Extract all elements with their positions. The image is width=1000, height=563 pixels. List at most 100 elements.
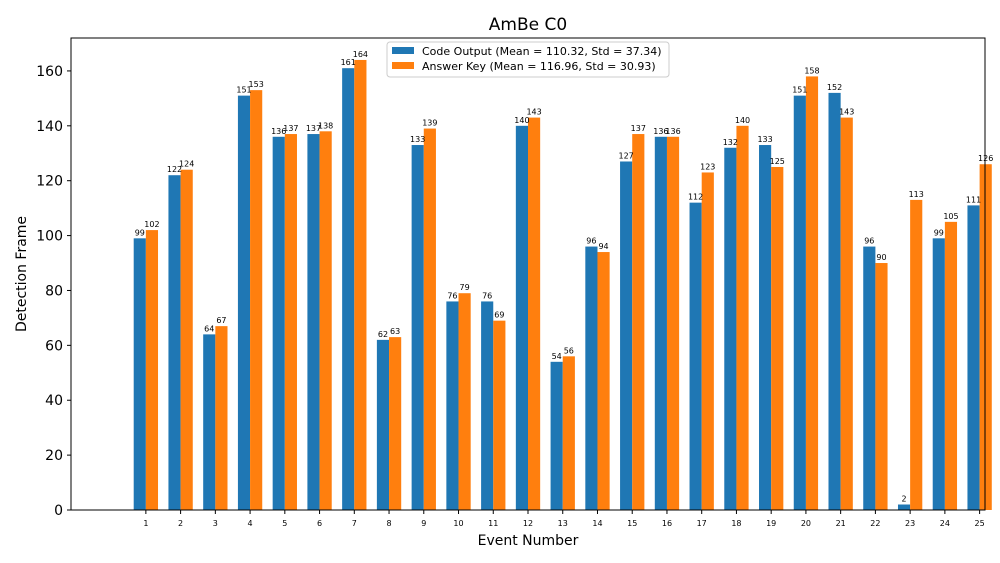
x-axis-label: Event Number [478, 533, 579, 549]
value-label: 136 [271, 127, 286, 136]
bar-answer-key-15 [632, 134, 645, 510]
x-tick-label: 2 [178, 519, 183, 528]
y-tick-label: 140 [36, 119, 63, 135]
y-tick-label: 60 [45, 338, 63, 354]
bar-answer-key-21 [840, 117, 853, 511]
x-tick-label: 5 [282, 519, 287, 528]
x-tick-label: 21 [836, 519, 846, 528]
bar-answer-key-24 [944, 221, 958, 510]
x-tick-label: 11 [488, 519, 498, 528]
value-label: 54 [552, 352, 562, 361]
bar-answer-key-2 [180, 169, 193, 510]
value-label: 126 [978, 154, 993, 163]
value-label: 137 [306, 124, 321, 133]
value-label: 76 [482, 291, 492, 300]
bar-answer-key-7 [354, 59, 367, 510]
bar-answer-key-25 [979, 164, 992, 511]
x-tick-label: 24 [940, 519, 950, 528]
bar-code-output-19 [759, 145, 772, 510]
bar-answer-key-1 [145, 230, 159, 510]
value-label: 124 [179, 160, 194, 169]
x-tick-label: 4 [248, 519, 253, 528]
value-label: 152 [827, 83, 842, 92]
legend-swatch-answer-key [392, 62, 414, 69]
x-tick-label: 15 [627, 519, 637, 528]
bar-answer-key-3 [215, 326, 228, 510]
x-tick-label: 9 [421, 519, 426, 528]
value-label: 102 [144, 220, 159, 229]
bar-code-output-15 [620, 161, 633, 510]
bar-answer-key-23 [910, 199, 923, 510]
legend-label-code-output: Code Output (Mean = 110.32, Std = 37.34) [422, 45, 662, 58]
value-label: 138 [318, 121, 333, 130]
bar-answer-key-22 [875, 263, 888, 510]
value-label: 79 [460, 283, 470, 292]
x-tick-label: 3 [213, 519, 218, 528]
bar-answer-key-8 [389, 337, 402, 510]
x-tick-label: 1 [143, 519, 148, 528]
value-label: 62 [378, 330, 388, 339]
bar-code-output-8 [376, 339, 390, 510]
value-label: 139 [422, 119, 437, 128]
y-tick-label: 40 [45, 393, 63, 409]
value-label: 96 [586, 237, 596, 246]
value-label: 90 [876, 253, 886, 262]
bar-answer-key-6 [319, 131, 332, 511]
value-label: 99 [135, 228, 145, 237]
value-label: 151 [792, 86, 807, 95]
value-label: 123 [700, 162, 715, 171]
legend-swatch-code-output [392, 47, 414, 54]
value-label: 133 [410, 135, 425, 144]
x-tick-label: 13 [558, 519, 568, 528]
bar-code-output-6 [307, 134, 320, 510]
x-tick-label: 12 [523, 519, 533, 528]
value-label: 63 [390, 327, 400, 336]
x-tick-label: 23 [905, 519, 915, 528]
bar-code-output-22 [863, 246, 876, 510]
bar-answer-key-20 [805, 76, 819, 510]
y-axis-label: Detection Frame [14, 216, 30, 332]
value-label: 137 [631, 124, 646, 133]
y-tick-label: 80 [45, 283, 63, 299]
bar-answer-key-17 [701, 172, 714, 510]
bar-code-output-23 [897, 504, 911, 510]
value-label: 64 [204, 324, 214, 333]
value-label: 140 [514, 116, 529, 125]
bars-layer [133, 59, 992, 511]
value-label: 76 [447, 291, 457, 300]
x-tick-label: 19 [766, 519, 776, 528]
y-tick-label: 100 [36, 229, 63, 245]
value-label: 164 [353, 50, 368, 59]
value-label: 143 [839, 108, 854, 117]
x-tick-label: 20 [801, 519, 811, 528]
bar-code-output-14 [585, 246, 598, 510]
bar-answer-key-14 [597, 252, 610, 510]
bar-answer-key-19 [771, 166, 784, 510]
x-tick-label: 25 [975, 519, 985, 528]
value-label: 67 [216, 316, 226, 325]
bar-code-output-5 [272, 136, 285, 510]
bar-answer-key-4 [250, 90, 263, 511]
bar-code-output-17 [689, 202, 702, 510]
legend-label-answer-key: Answer Key (Mean = 116.96, Std = 30.93) [422, 60, 656, 73]
value-label: 133 [757, 135, 772, 144]
bar-code-output-4 [237, 95, 251, 511]
value-label: 127 [618, 151, 633, 160]
legend-box [386, 41, 670, 78]
bar-code-output-20 [793, 95, 806, 511]
value-label: 136 [665, 127, 680, 136]
x-tick-label: 7 [352, 519, 357, 528]
bar-code-output-1 [133, 238, 146, 511]
bar-answer-key-16 [666, 136, 680, 510]
x-tick-label: 14 [592, 519, 602, 528]
bar-code-output-7 [342, 68, 355, 511]
bar-answer-key-9 [423, 128, 436, 510]
x-tick-label: 18 [731, 519, 741, 528]
value-label: 112 [688, 193, 703, 202]
bar-code-output-21 [828, 92, 841, 510]
bar-code-output-12 [515, 125, 528, 510]
